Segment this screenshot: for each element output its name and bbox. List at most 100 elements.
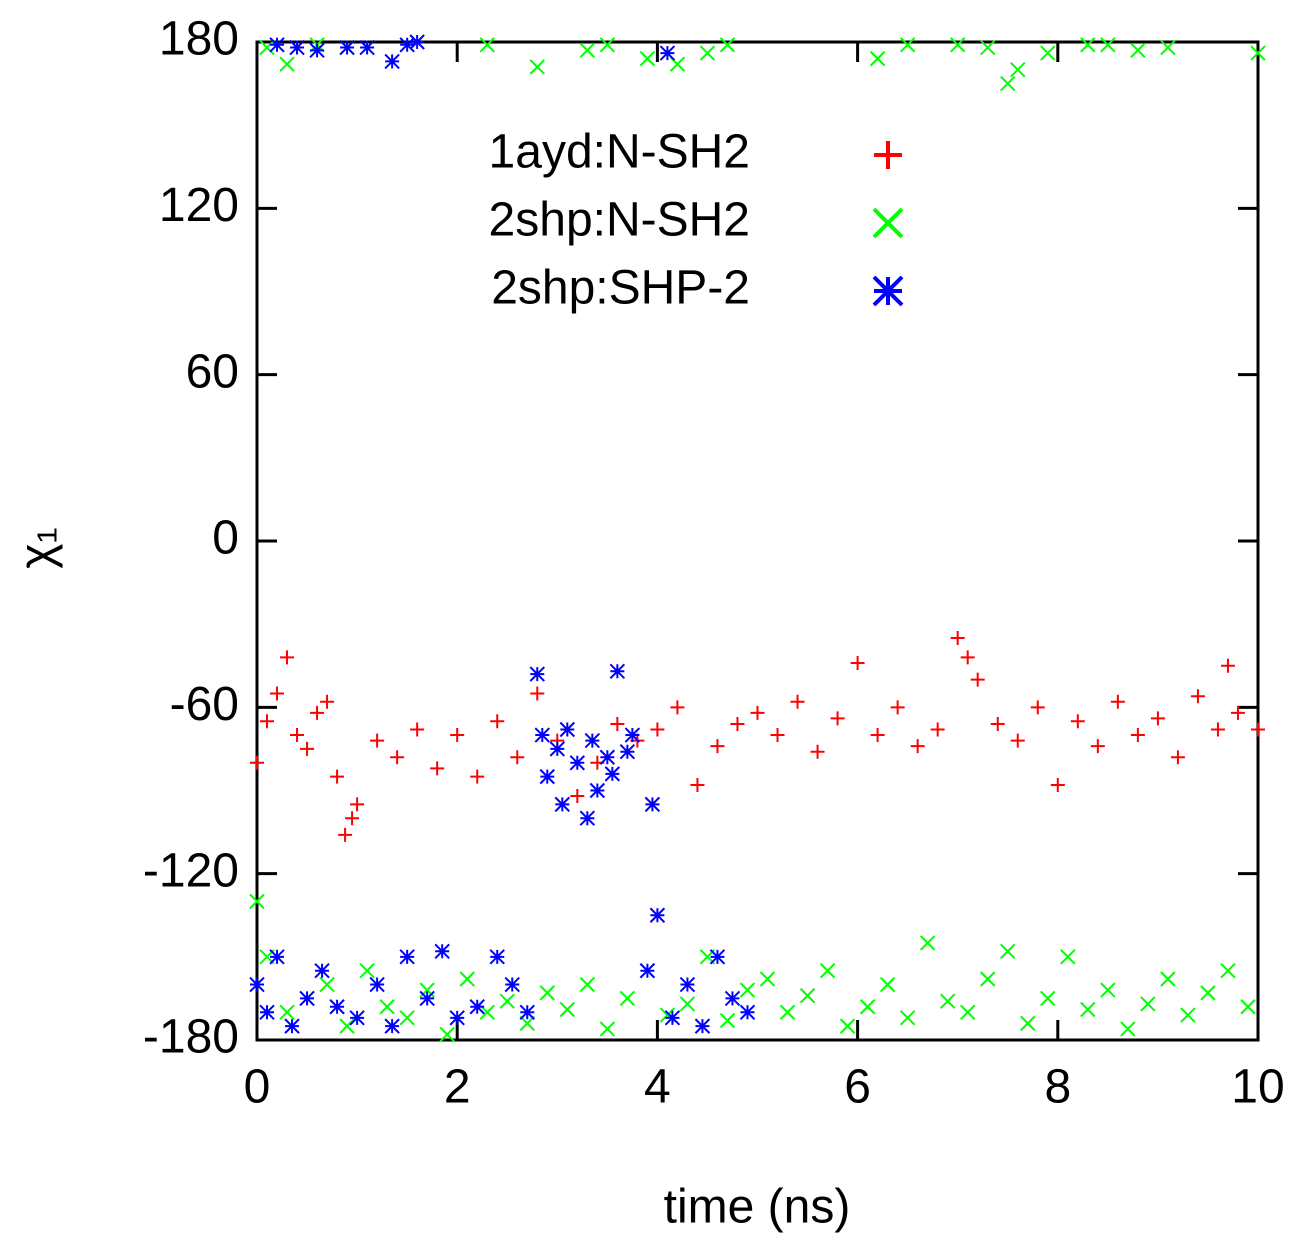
data-point	[739, 982, 756, 998]
data-point	[339, 39, 355, 56]
data-point	[1130, 728, 1145, 743]
data-point	[619, 743, 636, 760]
data-point	[779, 1004, 796, 1020]
data-point	[1251, 722, 1265, 737]
data-point	[249, 976, 265, 993]
data-point	[559, 1001, 576, 1018]
data-point	[549, 741, 566, 757]
data-point	[439, 1026, 455, 1043]
legend-marker	[872, 275, 904, 307]
data-point	[730, 716, 745, 731]
data-point	[670, 700, 685, 715]
data-point	[810, 744, 825, 759]
y-axis-label: χ₁	[11, 527, 64, 568]
data-point	[679, 996, 696, 1012]
data-point	[539, 985, 555, 1001]
data-point	[269, 37, 285, 53]
data-point	[859, 999, 876, 1015]
data-point	[310, 705, 325, 720]
data-point	[260, 714, 275, 729]
data-point	[1100, 37, 1116, 53]
data-point	[499, 993, 515, 1009]
data-point	[314, 962, 330, 979]
data-point	[750, 705, 765, 720]
y-tick-label: 120	[159, 179, 239, 232]
data-point	[320, 694, 335, 709]
x-axis-label: time (ns)	[664, 1181, 851, 1234]
data-point	[338, 827, 353, 842]
x-tick-label: 8	[1044, 1061, 1071, 1114]
data-point	[300, 741, 315, 756]
data-point	[399, 37, 415, 53]
data-point	[890, 700, 905, 715]
data-point	[510, 750, 525, 765]
data-point	[759, 971, 776, 987]
data-point	[639, 962, 656, 979]
data-point	[990, 716, 1005, 731]
data-point	[649, 907, 666, 923]
data-point	[694, 1018, 711, 1034]
data-point	[459, 971, 475, 987]
data-point	[910, 739, 925, 754]
data-point	[1040, 45, 1056, 61]
x-tick-label: 6	[844, 1061, 871, 1114]
y-tick-label: -120	[143, 844, 239, 897]
data-point	[970, 672, 985, 687]
data-point	[599, 37, 616, 53]
data-point	[250, 755, 264, 770]
data-point	[1060, 949, 1076, 965]
y-tick-label: 60	[186, 345, 239, 398]
data-point	[430, 761, 445, 776]
data-point	[489, 949, 505, 965]
data-point	[899, 1010, 916, 1026]
data-point	[1160, 971, 1176, 987]
data-point	[469, 999, 485, 1015]
data-point	[830, 711, 845, 726]
data-point	[579, 976, 596, 993]
data-point	[329, 999, 345, 1015]
data-point	[879, 976, 896, 993]
data-point	[609, 663, 626, 680]
data-point	[1000, 943, 1016, 959]
legend-marker	[874, 141, 902, 169]
data-point	[799, 987, 816, 1004]
data-point	[569, 755, 586, 771]
legend-label: 1ayd:N-SH2	[489, 126, 750, 179]
data-point	[384, 1018, 400, 1034]
data-point	[899, 37, 916, 53]
data-point	[1190, 689, 1205, 704]
legend-marker	[872, 207, 904, 239]
data-point	[519, 1015, 535, 1032]
data-point	[359, 962, 375, 979]
data-point	[1180, 1007, 1196, 1023]
data-point	[1140, 996, 1156, 1012]
data-point	[770, 728, 785, 743]
data-point	[980, 971, 996, 987]
data-point	[980, 39, 996, 56]
data-point	[530, 686, 545, 701]
data-point	[679, 976, 696, 993]
data-point	[1090, 739, 1105, 754]
data-point	[384, 53, 400, 70]
data-point	[349, 1010, 365, 1026]
data-point	[710, 739, 725, 754]
data-point	[249, 893, 265, 910]
data-point	[1000, 75, 1016, 92]
data-point	[1220, 962, 1236, 979]
data-point	[409, 34, 425, 50]
data-point	[870, 728, 885, 743]
data-point	[1200, 985, 1216, 1001]
data-point	[419, 990, 435, 1007]
data-point	[1170, 750, 1185, 765]
data-point	[1210, 722, 1225, 737]
data-point	[1150, 711, 1165, 726]
plot-frame	[255, 40, 1260, 1042]
data-point	[1080, 37, 1096, 53]
data-point	[1220, 658, 1235, 673]
data-point	[619, 990, 636, 1007]
data-point	[579, 810, 596, 826]
data-point	[290, 728, 305, 743]
data-point	[699, 45, 716, 61]
data-point	[599, 749, 616, 765]
